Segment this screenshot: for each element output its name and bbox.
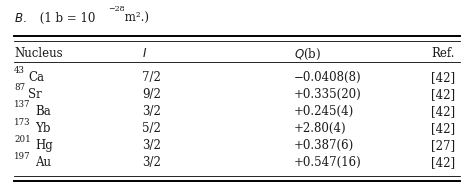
- Text: 197: 197: [14, 152, 31, 161]
- Text: $Q$(b): $Q$(b): [294, 47, 321, 62]
- Text: 3/2: 3/2: [142, 105, 161, 118]
- Text: [42]: [42]: [431, 105, 456, 118]
- Text: Ca: Ca: [28, 71, 45, 84]
- Text: [42]: [42]: [431, 71, 456, 84]
- Text: −28: −28: [108, 5, 125, 13]
- Text: 87: 87: [14, 83, 25, 92]
- Text: 3/2: 3/2: [142, 139, 161, 152]
- Text: $B.$: $B.$: [14, 12, 27, 25]
- Text: 201: 201: [14, 135, 31, 144]
- Text: Yb: Yb: [35, 122, 51, 135]
- Text: [42]: [42]: [431, 122, 456, 135]
- Text: +0.547(16): +0.547(16): [294, 156, 362, 169]
- Text: 9/2: 9/2: [142, 88, 161, 101]
- Text: Ref.: Ref.: [431, 47, 455, 60]
- Text: 173: 173: [14, 118, 31, 127]
- Text: 43: 43: [14, 66, 25, 75]
- Text: $I$: $I$: [142, 47, 147, 60]
- Text: +0.387(6): +0.387(6): [294, 139, 354, 152]
- Text: Sr: Sr: [28, 88, 42, 101]
- Text: −0.0408(8): −0.0408(8): [294, 71, 362, 84]
- Text: 137: 137: [14, 100, 31, 109]
- Text: 3/2: 3/2: [142, 156, 161, 169]
- Text: Nucleus: Nucleus: [14, 47, 63, 60]
- Text: 5/2: 5/2: [142, 122, 161, 135]
- Text: 7/2: 7/2: [142, 71, 161, 84]
- Text: Hg: Hg: [35, 139, 53, 152]
- Text: +2.80(4): +2.80(4): [294, 122, 346, 135]
- Text: Ba: Ba: [35, 105, 51, 118]
- Text: Au: Au: [35, 156, 51, 169]
- Text: m².): m².): [121, 12, 149, 25]
- Text: [42]: [42]: [431, 156, 456, 169]
- Text: +0.245(4): +0.245(4): [294, 105, 354, 118]
- Text: (1 b = 10: (1 b = 10: [36, 12, 95, 25]
- Text: [42]: [42]: [431, 88, 456, 101]
- Text: [27]: [27]: [431, 139, 456, 152]
- Text: +0.335(20): +0.335(20): [294, 88, 362, 101]
